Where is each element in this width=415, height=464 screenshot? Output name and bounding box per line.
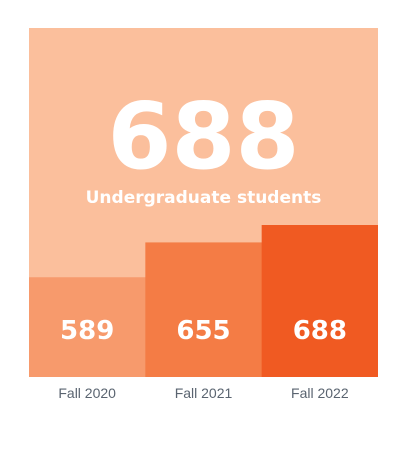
category-label: Fall 2022 bbox=[291, 385, 349, 401]
headline-value: 688 bbox=[107, 83, 299, 190]
bar-fall-2020 bbox=[29, 277, 146, 377]
bars-group: 589 655 688 bbox=[29, 225, 378, 377]
bar-value-label: 589 bbox=[60, 316, 114, 346]
category-label: Fall 2020 bbox=[58, 385, 116, 401]
bar-value-label: 688 bbox=[293, 316, 347, 346]
category-label: Fall 2021 bbox=[174, 385, 233, 401]
bar-value-label: 655 bbox=[176, 316, 230, 346]
bar-fall-2021 bbox=[145, 242, 263, 377]
headline-label: Undergraduate students bbox=[86, 188, 322, 208]
bar-fall-2022 bbox=[261, 225, 378, 377]
chart-panel: 688 Undergraduate students 589 655 688 bbox=[29, 28, 378, 377]
bar-chart: 688 Undergraduate students 589 655 688 bbox=[29, 28, 378, 377]
